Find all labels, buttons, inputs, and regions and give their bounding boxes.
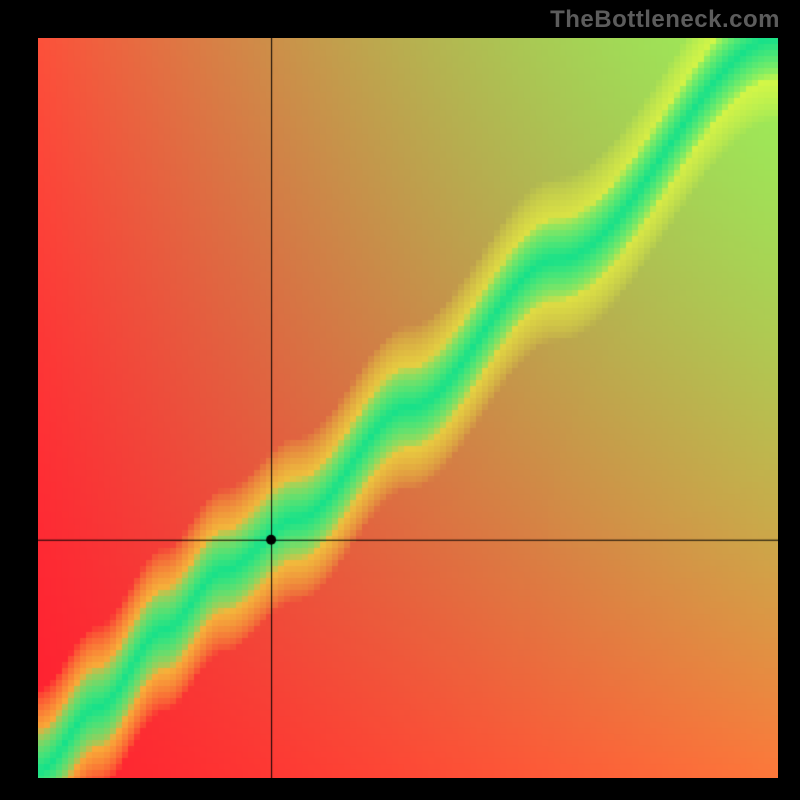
watermark-text: TheBottleneck.com <box>550 6 780 34</box>
heatmap-chart <box>38 38 778 778</box>
chart-container: TheBottleneck.com <box>0 0 800 800</box>
